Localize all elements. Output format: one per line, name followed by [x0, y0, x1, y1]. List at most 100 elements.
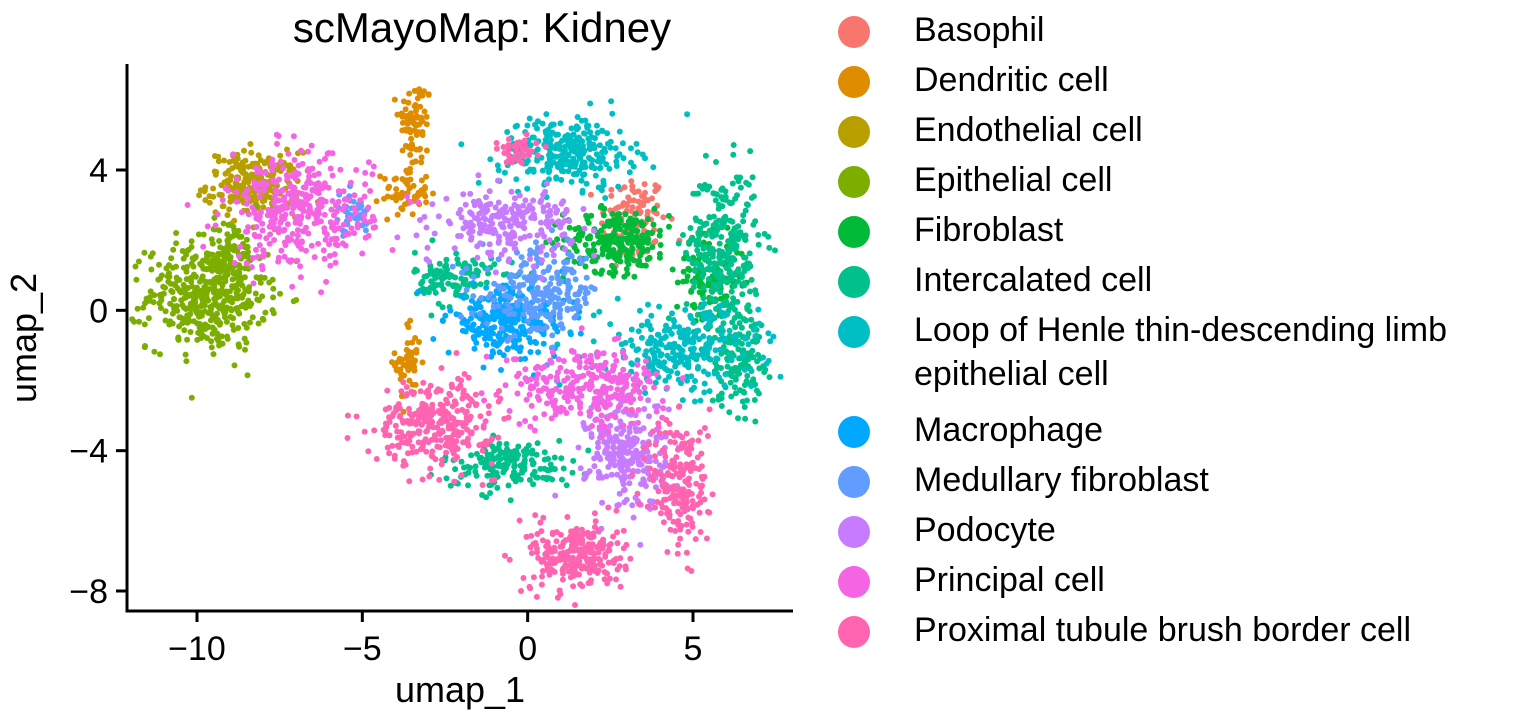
data-point: [141, 249, 148, 256]
data-point: [548, 275, 555, 282]
data-point: [471, 345, 478, 352]
data-point: [178, 297, 185, 304]
data-point: [417, 217, 423, 223]
data-point: [747, 148, 754, 155]
data-point: [538, 275, 545, 282]
data-point: [596, 142, 603, 149]
data-point: [168, 255, 175, 262]
data-point: [602, 553, 609, 560]
data-point: [497, 450, 504, 457]
data-point: [242, 346, 248, 353]
data-point: [620, 545, 627, 552]
data-point: [695, 251, 702, 258]
data-point: [706, 309, 713, 316]
data-point: [693, 260, 700, 267]
data-point: [610, 363, 617, 369]
data-point: [687, 225, 694, 231]
data-point: [656, 232, 663, 239]
data-point: [410, 430, 417, 437]
data-point: [399, 189, 406, 196]
data-point: [234, 295, 241, 302]
data-point: [413, 146, 420, 153]
data-point: [471, 202, 478, 209]
data-point: [662, 430, 669, 436]
data-point: [512, 240, 519, 247]
data-point: [406, 365, 413, 371]
data-point: [730, 334, 737, 340]
data-point: [417, 388, 424, 395]
data-point: [567, 240, 574, 247]
data-point: [524, 122, 531, 129]
data-point: [395, 401, 402, 408]
data-point: [671, 355, 678, 362]
data-point: [480, 424, 487, 431]
data-point: [361, 212, 367, 219]
data-point: [760, 354, 767, 361]
data-point: [260, 316, 267, 323]
data-point: [670, 345, 677, 352]
data-point: [398, 205, 405, 212]
data-point: [289, 230, 296, 237]
data-point: [656, 254, 663, 261]
data-point: [530, 134, 537, 141]
data-point: [538, 558, 545, 565]
data-point: [443, 262, 450, 269]
data-point: [384, 387, 391, 394]
data-point: [362, 169, 369, 176]
data-point: [505, 414, 512, 421]
data-point: [539, 257, 545, 264]
data-point: [727, 217, 734, 224]
data-point: [635, 407, 642, 413]
data-point: [197, 293, 204, 300]
data-point: [588, 284, 595, 291]
data-point: [600, 177, 607, 184]
data-point: [503, 462, 510, 469]
data-point: [645, 229, 651, 236]
data-point: [335, 188, 342, 195]
data-point: [551, 454, 558, 461]
data-point: [551, 286, 558, 292]
data-point: [524, 318, 531, 325]
data-point: [679, 434, 686, 441]
data-point: [592, 135, 598, 142]
data-point: [303, 247, 309, 254]
data-point: [614, 426, 620, 432]
data-point: [173, 240, 180, 247]
data-point: [305, 195, 312, 202]
data-point: [224, 231, 231, 238]
data-point: [628, 145, 634, 152]
data-point: [458, 472, 465, 479]
data-point: [415, 189, 422, 196]
data-point: [391, 350, 398, 357]
data-point: [641, 384, 648, 391]
data-point: [742, 254, 749, 261]
data-point: [215, 264, 222, 271]
data-point: [398, 371, 405, 377]
data-point: [284, 221, 291, 228]
data-point: [629, 455, 636, 462]
data-point: [415, 416, 422, 423]
data-point: [561, 270, 568, 277]
data-point: [173, 230, 180, 236]
data-point: [637, 244, 644, 251]
data-point: [405, 99, 412, 106]
data-point: [171, 296, 177, 303]
data-point: [468, 452, 475, 459]
data-point: [565, 135, 572, 142]
data-point: [406, 126, 413, 133]
data-point: [496, 388, 502, 394]
data-point: [770, 333, 777, 340]
data-point: [633, 447, 640, 454]
data-point: [548, 218, 555, 225]
data-point: [492, 204, 499, 211]
data-point: [707, 260, 713, 267]
data-point: [701, 221, 708, 228]
data-point: [162, 308, 169, 315]
data-point: [583, 255, 590, 262]
data-point: [413, 232, 420, 239]
data-point: [598, 227, 605, 234]
data-point: [269, 177, 276, 184]
data-point: [495, 199, 502, 206]
data-point: [454, 256, 461, 263]
data-point: [406, 90, 413, 97]
